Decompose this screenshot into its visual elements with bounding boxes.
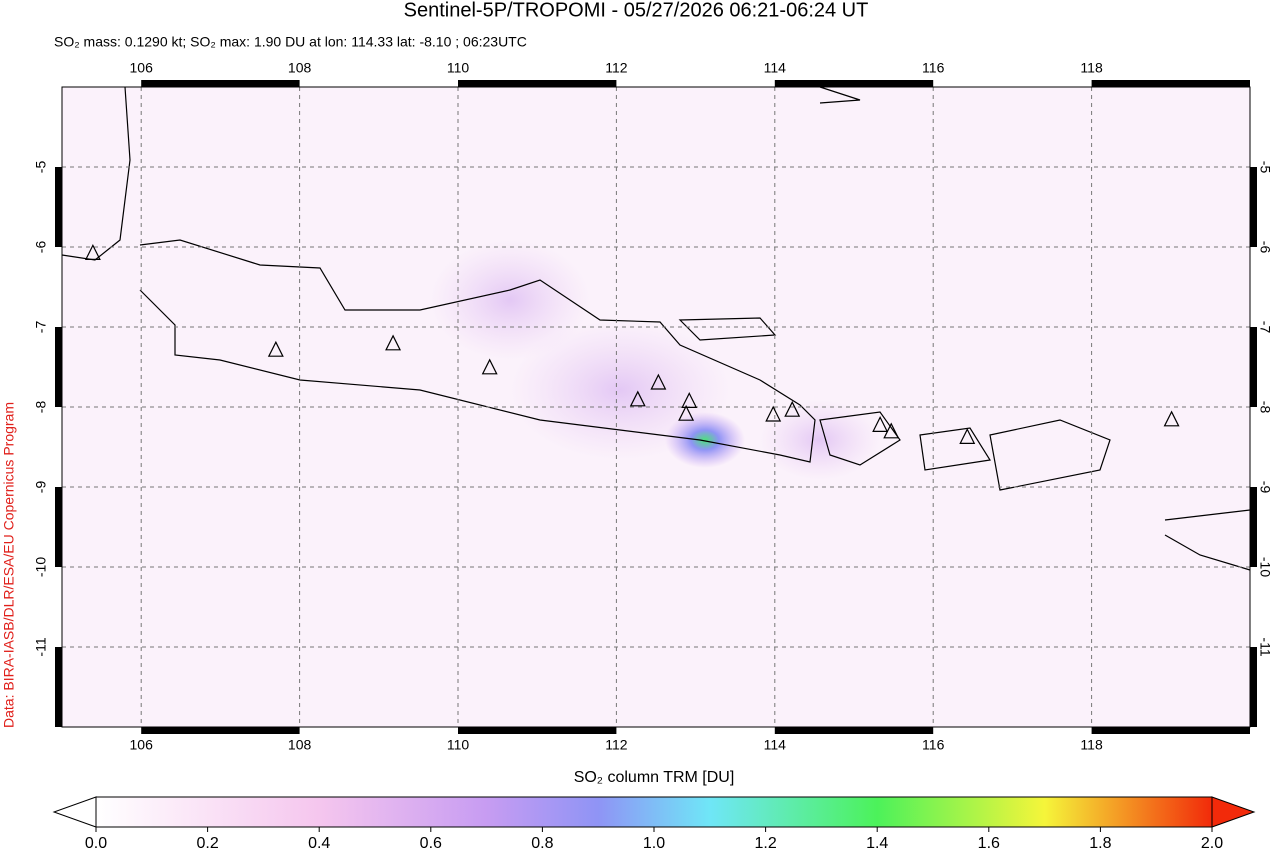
colorbar: SO₂ column TRM [DU] <box>52 769 1256 828</box>
frame-tick-bar <box>141 727 300 734</box>
colorbar-tick-label: 2.0 <box>1201 835 1223 852</box>
volcano <box>883 422 900 439</box>
volcano <box>84 244 101 260</box>
x-tick-label: 110 <box>447 737 470 753</box>
y-tick-label: -7 <box>1257 321 1272 334</box>
credit: Data: BIRA-IASB/DLR/ESA/EU Copernicus Pr… <box>1 402 17 728</box>
frame-tick-bar <box>55 167 62 247</box>
colorbar-tick-label: 1.8 <box>1089 835 1111 852</box>
x-tick-label: 116 <box>922 60 945 76</box>
colorbar-tick-label: 0.6 <box>420 835 442 852</box>
haze <box>430 240 590 360</box>
subtitle: SO₂ mass: 0.1290 kt; SO₂ max: 1.90 DU at… <box>54 34 527 50</box>
x-tick-label: 112 <box>605 60 628 76</box>
map <box>61 86 1251 727</box>
title: Sentinel-5P/TROPOMI - 05/27/2026 06:21-0… <box>404 0 869 21</box>
frame-tick-bar <box>458 727 617 734</box>
y-tick-label: -5 <box>1257 161 1272 174</box>
frame-tick-bar <box>774 80 934 87</box>
frame-tick-bar <box>55 327 62 407</box>
volcano <box>267 340 284 357</box>
y-tick-label: -8 <box>1257 401 1272 414</box>
colorbar-gradient <box>95 796 1213 828</box>
frame-tick-bar <box>55 647 62 727</box>
y-tick-label: -5 <box>33 161 49 174</box>
x-tick-label: 114 <box>764 737 787 753</box>
y-tick-label: -9 <box>1257 481 1272 494</box>
lombok-coast <box>919 427 991 471</box>
volcano <box>872 416 889 432</box>
x-tick-label: 112 <box>605 737 628 753</box>
colorbar-tick-label: 1.6 <box>978 835 1000 852</box>
volcano <box>1163 410 1180 427</box>
bali-coast <box>819 411 901 466</box>
frame-tick-bar <box>1091 80 1250 87</box>
x-tick-label: 108 <box>288 60 312 76</box>
y-tick-label: -6 <box>1257 241 1272 254</box>
colorbar-low-arrow <box>52 796 97 828</box>
y-tick-label: -8 <box>33 401 49 414</box>
frame-tick-bar <box>1250 647 1257 727</box>
frame-tick-bar <box>1250 167 1257 247</box>
y-tick-label: -9 <box>33 481 49 494</box>
frame-tick-bar <box>141 80 300 87</box>
colorbar-tick-label: 0.4 <box>308 835 330 852</box>
x-tick-label: 106 <box>130 737 154 753</box>
x-tick-label: 118 <box>1080 737 1103 753</box>
frame-tick-bar <box>55 487 62 567</box>
x-tick-label: 114 <box>764 60 787 76</box>
volcano <box>959 428 976 444</box>
volcano <box>678 404 695 421</box>
volcano <box>629 390 646 407</box>
volcano <box>784 400 801 417</box>
x-tick-label: 106 <box>130 60 154 76</box>
x-tick-label: 118 <box>1080 60 1103 76</box>
y-tick-label: -7 <box>33 321 49 334</box>
java-coast <box>139 239 816 463</box>
coastlines <box>61 86 1251 571</box>
colorbar-tick-label: 0.0 <box>85 835 107 852</box>
colorbar-tick-label: 1.4 <box>866 835 888 852</box>
volcano <box>385 334 402 351</box>
colorbar-high-arrow <box>1211 796 1256 828</box>
sumbawa-coast <box>989 419 1111 491</box>
colorbar-label: SO₂ column TRM [DU] <box>574 769 735 786</box>
colorbar-tick-label: 0.2 <box>196 835 218 852</box>
volcano <box>650 373 667 390</box>
frame-tick-bar <box>1091 727 1250 734</box>
haze <box>760 400 880 480</box>
plume <box>665 412 745 468</box>
x-tick-label: 110 <box>447 60 470 76</box>
frame-tick-bar <box>774 727 934 734</box>
volcano <box>765 405 782 422</box>
x-tick-label: 108 <box>288 737 312 753</box>
y-tick-label: -11 <box>33 637 49 656</box>
borneo-coast <box>819 86 861 104</box>
colorbar-tick-label: 1.0 <box>643 835 665 852</box>
y-tick-label: -10 <box>33 557 49 577</box>
frame-tick-bar <box>1250 487 1257 567</box>
colorbar-tick-label: 1.2 <box>754 835 776 852</box>
y-tick-label: -6 <box>33 241 49 254</box>
frame-tick-bar <box>1250 327 1257 407</box>
x-tick-label: 116 <box>922 737 945 753</box>
colorbar-tick-label: 0.8 <box>531 835 553 852</box>
y-tick-label: -10 <box>1257 557 1272 577</box>
volcano <box>681 392 698 408</box>
volcano <box>481 358 498 375</box>
frame-tick-bar <box>458 80 617 87</box>
sumatra-coast <box>61 86 131 261</box>
y-tick-label: -11 <box>1257 637 1272 656</box>
sumba-coast <box>1164 509 1251 571</box>
